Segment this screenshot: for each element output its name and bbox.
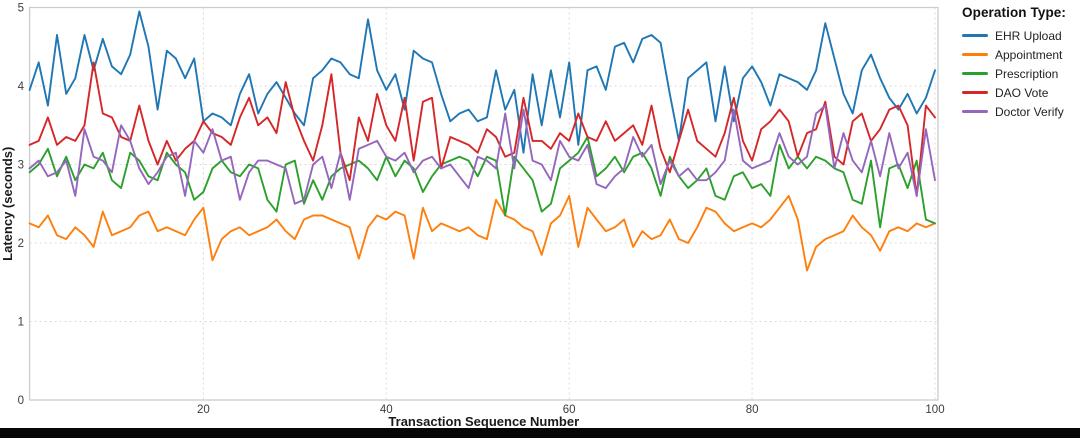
legend-item-doctor-verify: Doctor Verify xyxy=(962,102,1080,121)
legend-label: DAO Vote xyxy=(995,85,1049,100)
legend-title: Operation Type: xyxy=(962,5,1067,20)
series-line-doctor-verify xyxy=(28,104,936,205)
x-axis-title: Transaction Sequence Number xyxy=(388,414,579,428)
window-bottom-edge xyxy=(0,428,1080,438)
plot-frame xyxy=(28,6,939,401)
y-axis-title: Latency (seconds) xyxy=(0,147,15,261)
series-line-dao-vote xyxy=(28,61,936,197)
legend-item-appointment: Appointment xyxy=(962,45,1080,64)
y-tick-label: 1 xyxy=(18,317,24,329)
y-tick-label: 5 xyxy=(18,3,24,15)
legend-swatch-appointment xyxy=(962,53,988,56)
series-line-prescription xyxy=(28,136,936,229)
legend-swatch-dao-vote xyxy=(962,91,988,94)
series-line-ehr-upload xyxy=(28,10,936,154)
series-line-appointment xyxy=(28,194,936,272)
legend-label: Appointment xyxy=(995,47,1063,62)
x-tick-label: 40 xyxy=(380,404,393,416)
x-tick-label: 20 xyxy=(197,404,210,416)
chart-canvas: 0 1 2 3 4 5 20 40 60 80 100 Transaction Sequence Nu… xyxy=(0,3,945,430)
legend-item-prescription: Prescription xyxy=(962,64,1080,83)
x-tick-label: 100 xyxy=(925,404,944,416)
legend: Operation Type: EHR Upload Appointment P… xyxy=(962,5,1080,121)
legend-swatch-ehr-upload xyxy=(962,34,988,37)
legend-swatch-doctor-verify xyxy=(962,110,988,113)
legend-label: EHR Upload xyxy=(995,28,1062,43)
legend-item-ehr-upload: EHR Upload xyxy=(962,26,1080,45)
y-tick-label: 3 xyxy=(18,160,24,172)
legend-swatch-prescription xyxy=(962,72,988,75)
legend-label: Prescription xyxy=(995,66,1059,81)
legend-item-dao-vote: DAO Vote xyxy=(962,83,1080,102)
y-tick-label: 0 xyxy=(18,395,24,407)
x-tick-label: 60 xyxy=(563,404,576,416)
y-tick-label: 2 xyxy=(18,238,24,250)
x-tick-label: 80 xyxy=(746,404,759,416)
y-tick-label: 4 xyxy=(18,81,25,93)
legend-label: Doctor Verify xyxy=(995,104,1064,119)
